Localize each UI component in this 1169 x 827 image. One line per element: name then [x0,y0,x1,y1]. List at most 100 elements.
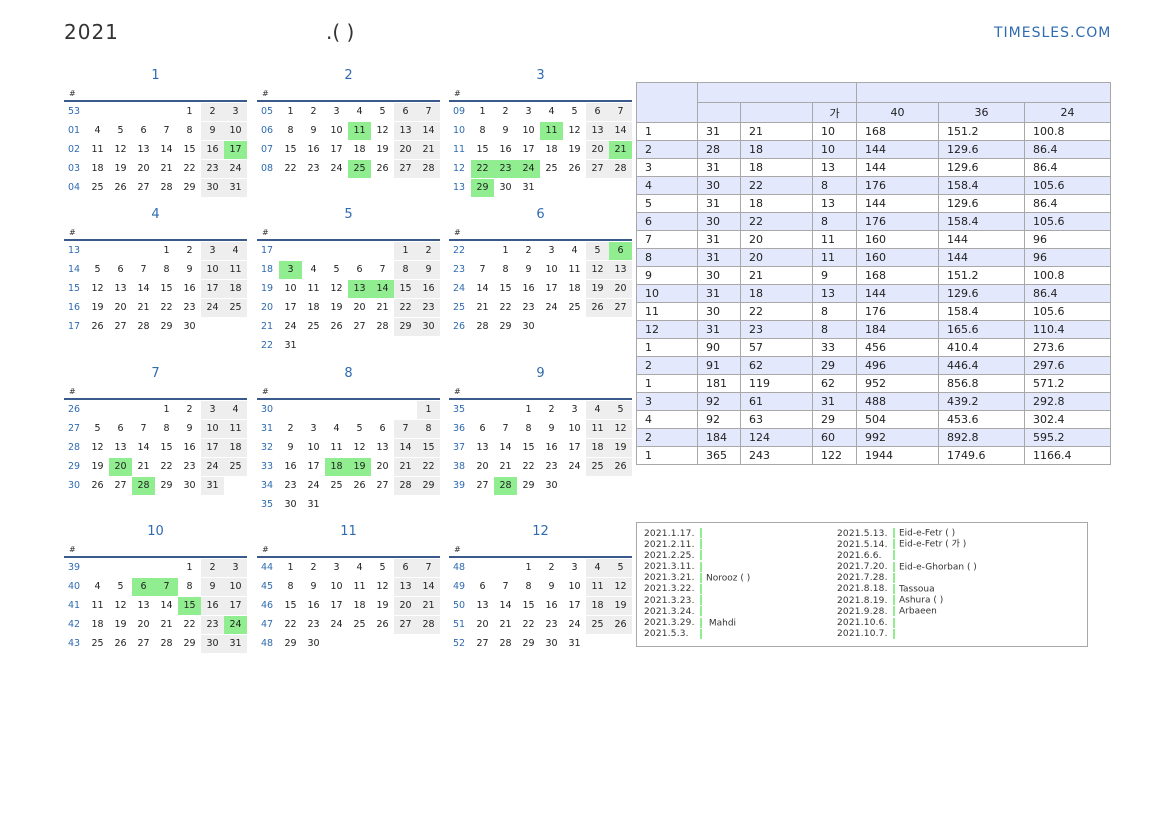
day-cell[interactable]: 7 [379,264,386,275]
day-cell[interactable]: 2 [201,103,224,121]
day-cell[interactable]: 1 [163,404,170,415]
day-cell[interactable] [155,103,178,121]
day-cell[interactable]: 3 [224,103,247,121]
day-cell[interactable]: 17 [330,600,343,611]
day-cell[interactable]: 19 [91,461,104,472]
day-cell[interactable] [155,559,178,577]
day-cell[interactable]: 28 [417,616,440,634]
day-cell[interactable] [224,477,247,495]
day-cell[interactable]: 8 [525,423,532,434]
day-cell[interactable] [325,635,348,653]
day-cell[interactable]: 20 [394,597,417,615]
day-cell[interactable]: 14 [476,283,489,294]
day-cell[interactable]: 31 [201,477,224,495]
day-cell[interactable] [201,318,224,336]
day-cell[interactable]: 16 [307,600,320,611]
day-cell[interactable]: 26 [330,321,343,332]
day-cell[interactable]: 15 [160,442,173,453]
day-cell[interactable]: 28 [494,477,517,495]
day-cell[interactable]: 15 [178,597,201,615]
day-cell[interactable]: 14 [137,283,150,294]
day-cell[interactable]: 15 [160,283,173,294]
day-cell[interactable]: 21 [394,458,417,476]
day-cell[interactable]: 4 [224,242,247,260]
day-cell[interactable]: 8 [394,261,417,279]
day-cell[interactable]: 3 [310,423,317,434]
day-cell[interactable]: 28 [394,477,417,495]
day-cell[interactable]: 5 [117,581,124,592]
day-cell[interactable] [348,337,371,355]
day-cell[interactable] [394,496,417,514]
day-cell[interactable]: 22 [499,302,512,313]
day-cell[interactable]: 11 [353,581,366,592]
day-cell[interactable]: 10 [284,283,297,294]
day-cell[interactable]: 28 [160,182,173,193]
day-cell[interactable]: 25 [330,480,343,491]
day-cell[interactable]: 20 [137,163,150,174]
day-cell[interactable]: 27 [376,480,389,491]
day-cell[interactable] [586,477,609,495]
day-cell[interactable]: 25 [224,299,247,317]
day-cell[interactable]: 11 [91,144,104,155]
day-cell[interactable]: 28 [499,638,512,649]
day-cell[interactable]: 23 [545,619,558,630]
day-cell[interactable] [348,635,371,653]
day-cell[interactable]: 13 [376,442,389,453]
day-cell[interactable]: 1 [163,245,170,256]
day-cell[interactable]: 30 [499,182,512,193]
day-cell[interactable] [109,103,132,121]
day-cell[interactable] [279,401,302,419]
day-cell[interactable] [132,401,155,419]
day-cell[interactable]: 3 [224,559,247,577]
day-cell[interactable] [86,103,109,121]
day-cell[interactable]: 27 [137,182,150,193]
day-cell[interactable]: 28 [376,321,389,332]
day-cell[interactable]: 20 [114,302,127,313]
day-cell[interactable]: 4 [571,245,578,256]
day-cell[interactable] [302,401,325,419]
day-cell[interactable] [109,401,132,419]
day-cell[interactable] [325,496,348,514]
day-cell[interactable]: 21 [160,163,173,174]
day-cell[interactable]: 28 [160,638,173,649]
day-cell[interactable]: 8 [479,125,486,136]
day-cell[interactable]: 22 [522,461,535,472]
day-cell[interactable]: 2 [502,106,509,117]
day-cell[interactable]: 8 [287,581,294,592]
day-cell[interactable]: 31 [224,635,247,653]
day-cell[interactable]: 4 [224,401,247,419]
day-cell[interactable]: 16 [307,144,320,155]
day-cell[interactable]: 1 [525,404,532,415]
day-cell[interactable]: 10 [522,125,535,136]
day-cell[interactable]: 11 [348,122,371,140]
day-cell[interactable] [494,559,517,577]
day-cell[interactable]: 9 [310,125,317,136]
day-cell[interactable]: 7 [394,420,417,438]
day-cell[interactable] [394,337,417,355]
day-cell[interactable]: 28 [476,321,489,332]
day-cell[interactable]: 27 [609,299,632,317]
day-cell[interactable]: 11 [330,442,343,453]
day-cell[interactable]: 10 [545,264,558,275]
day-cell[interactable]: 10 [568,581,581,592]
day-cell[interactable]: 17 [201,280,224,298]
day-cell[interactable]: 12 [91,442,104,453]
day-cell[interactable]: 22 [160,461,173,472]
day-cell[interactable]: 8 [163,264,170,275]
day-cell[interactable] [302,242,325,260]
day-cell[interactable]: 14 [609,122,632,140]
day-cell[interactable]: 9 [287,442,294,453]
day-cell[interactable]: 19 [376,600,389,611]
day-cell[interactable]: 20 [137,619,150,630]
day-cell[interactable] [471,559,494,577]
day-cell[interactable]: 16 [417,280,440,298]
day-cell[interactable]: 26 [568,163,581,174]
day-cell[interactable]: 18 [353,144,366,155]
day-cell[interactable]: 9 [186,423,193,434]
day-cell[interactable]: 15 [522,442,535,453]
day-cell[interactable]: 18 [545,144,558,155]
day-cell[interactable]: 23 [201,616,224,634]
day-cell[interactable] [371,337,394,355]
day-cell[interactable]: 31 [224,179,247,197]
day-cell[interactable]: 23 [201,160,224,178]
